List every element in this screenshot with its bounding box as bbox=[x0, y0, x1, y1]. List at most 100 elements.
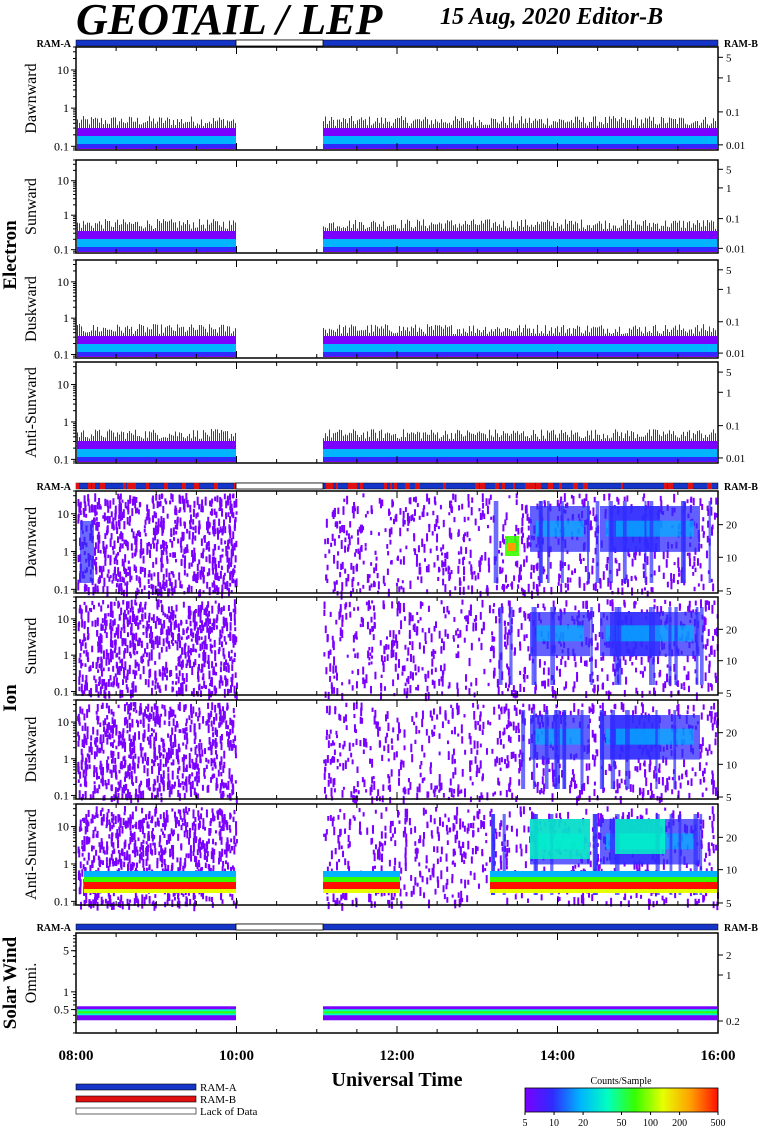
ion-speckle bbox=[100, 623, 103, 631]
ion-speckle bbox=[596, 674, 599, 682]
ion-speckle bbox=[112, 573, 115, 581]
electron-speckle bbox=[369, 116, 370, 128]
electron-speckle bbox=[657, 331, 658, 336]
ion-speckle bbox=[81, 756, 84, 762]
electron-speckle bbox=[671, 329, 672, 336]
electron-speckle bbox=[125, 327, 126, 336]
electron-speckle bbox=[677, 222, 678, 231]
electron-speckle bbox=[163, 437, 164, 441]
electron-speckle bbox=[149, 431, 150, 441]
electron-speckle bbox=[215, 329, 216, 336]
ion-speckle bbox=[177, 779, 180, 788]
electron-speckle bbox=[391, 125, 392, 128]
ion-speckle bbox=[112, 751, 115, 757]
ion-speckle bbox=[653, 599, 656, 603]
ion-speckle bbox=[131, 689, 134, 698]
ion-speckle bbox=[174, 579, 177, 588]
ion-speckle bbox=[187, 588, 190, 593]
ion-speckle bbox=[120, 607, 123, 616]
ion-speckle bbox=[462, 536, 465, 541]
electron-speckle bbox=[495, 429, 496, 441]
ion-speckle bbox=[114, 757, 117, 764]
ion-speckle bbox=[213, 544, 216, 551]
ion-speckle bbox=[87, 633, 90, 640]
electron-speckle bbox=[643, 123, 644, 128]
ion-speckle bbox=[223, 617, 226, 627]
ion-speckle bbox=[438, 630, 441, 639]
electron-speckle bbox=[191, 116, 192, 128]
ion-speckle bbox=[159, 759, 162, 765]
ion-speckle bbox=[362, 526, 365, 531]
electron-speckle bbox=[323, 121, 324, 128]
ion-speckle bbox=[398, 629, 401, 635]
electron-speckle bbox=[149, 116, 150, 128]
ion-speckle bbox=[160, 557, 163, 563]
ion-speckle bbox=[144, 532, 147, 537]
ion-speckle bbox=[87, 587, 90, 596]
ion-speckle bbox=[497, 686, 500, 696]
ion-speckle bbox=[201, 663, 204, 673]
ion-speckle bbox=[223, 761, 226, 769]
electron-speckle bbox=[569, 328, 570, 336]
ion-speckle bbox=[191, 772, 194, 777]
ion-speckle bbox=[188, 650, 191, 654]
ion-speckle bbox=[421, 538, 424, 547]
electron-speckle bbox=[181, 433, 182, 441]
ion-speckle bbox=[96, 715, 99, 721]
electron-speckle bbox=[479, 119, 480, 128]
y-right-tick-label: 1 bbox=[726, 387, 732, 399]
ion-speckle bbox=[599, 579, 602, 589]
ion-speckle bbox=[102, 667, 105, 672]
ion-speckle bbox=[388, 508, 391, 516]
ion-speckle bbox=[352, 565, 355, 574]
ion-speckle bbox=[463, 637, 466, 643]
electron-speckle bbox=[353, 429, 354, 441]
ion-speckle bbox=[493, 603, 496, 607]
electron-speckle bbox=[141, 226, 142, 231]
electron-speckle bbox=[485, 434, 486, 441]
ion-speckle bbox=[332, 589, 335, 593]
electron-speckle bbox=[423, 219, 424, 231]
ion-speckle bbox=[347, 533, 350, 540]
ion-speckle bbox=[77, 622, 80, 632]
electron-speckle bbox=[645, 326, 646, 336]
ion-speckle bbox=[396, 640, 399, 649]
ion-speckle bbox=[228, 493, 231, 501]
ion-speckle bbox=[224, 676, 227, 680]
ion-speckle bbox=[100, 662, 103, 671]
ion-speckle bbox=[162, 520, 165, 530]
ion-speckle bbox=[350, 562, 353, 570]
electron-speckle bbox=[681, 330, 682, 336]
ion-speckle bbox=[129, 640, 132, 646]
ion-speckle bbox=[133, 618, 136, 625]
electron-speckle bbox=[153, 429, 154, 441]
electron-speckle bbox=[351, 227, 352, 231]
ion-speckle bbox=[162, 506, 165, 514]
ion-speckle bbox=[116, 578, 119, 583]
ion-speckle bbox=[323, 601, 326, 609]
electron-speckle bbox=[159, 438, 160, 441]
ion-speckle bbox=[183, 569, 186, 576]
electron-speckle bbox=[175, 431, 176, 441]
ion-speckle bbox=[222, 706, 225, 712]
ion-speckle bbox=[433, 625, 436, 632]
electron-speckle bbox=[681, 227, 682, 231]
ion-speckle bbox=[83, 690, 86, 695]
ion-speckle bbox=[126, 645, 129, 654]
ion-speckle bbox=[198, 722, 201, 730]
ion-speckle bbox=[356, 506, 359, 514]
ion-speckle bbox=[588, 657, 591, 662]
ion-speckle bbox=[442, 670, 445, 675]
electron-speckle bbox=[575, 432, 576, 441]
electron-speckle bbox=[127, 122, 128, 128]
ion-speckle bbox=[194, 622, 197, 629]
lack-of-data-segment bbox=[235, 39, 324, 47]
ion-speckle bbox=[424, 558, 427, 562]
ion-speckle bbox=[375, 563, 378, 571]
ion-speckle bbox=[106, 515, 109, 524]
ion-speckle bbox=[208, 737, 211, 745]
ion-speckle bbox=[689, 498, 692, 502]
ion-speckle bbox=[592, 558, 595, 563]
ion-speckle bbox=[457, 551, 460, 555]
